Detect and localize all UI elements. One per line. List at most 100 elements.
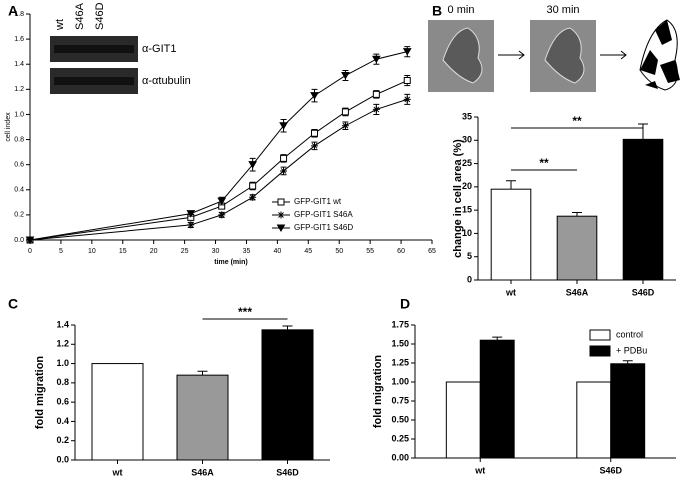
x-tick-label: 65 — [428, 248, 436, 255]
x-tick-label: S46D — [599, 465, 622, 475]
marker — [341, 72, 350, 80]
error-bar — [492, 336, 503, 341]
marker — [402, 48, 412, 56]
bar — [91, 363, 144, 461]
x-tick-label: 50 — [335, 248, 343, 255]
x-tick-label: S46A — [566, 287, 589, 297]
legend-swatch — [589, 345, 611, 357]
significance-label: *** — [238, 305, 252, 319]
y-tick-label: 1.4 — [56, 319, 69, 329]
x-tick-label: S46D — [632, 287, 655, 297]
legend-label: GFP-GIT1 S46D — [294, 223, 353, 232]
marker — [403, 95, 411, 103]
error-bar — [506, 180, 516, 190]
bar — [576, 381, 612, 459]
y-tick-label: 0.6 — [56, 397, 69, 407]
marker — [279, 122, 288, 130]
panel-label: B — [432, 3, 442, 19]
panel-label: D — [400, 296, 410, 312]
y-tick-label: 25 — [462, 158, 472, 168]
y-tick-label: 10 — [462, 228, 472, 238]
legend-marker — [277, 211, 285, 219]
marker — [248, 161, 258, 169]
arrow — [600, 50, 627, 60]
change-silhouette — [640, 20, 680, 89]
marker — [403, 77, 411, 85]
x-tick-label: 10 — [88, 248, 96, 255]
y-tick-label: 0.8 — [56, 377, 69, 387]
error-bar — [282, 325, 293, 330]
y-tick-label: 1.50 — [391, 338, 409, 348]
bar — [490, 188, 532, 281]
bar — [610, 363, 646, 459]
x-tick-label: wt — [474, 465, 485, 475]
legend-label: GFP-GIT1 S46A — [294, 210, 353, 219]
marker — [341, 108, 349, 116]
blot-lane-label: S46D — [94, 2, 106, 30]
significance-label: ** — [572, 114, 582, 128]
bar — [622, 138, 664, 281]
marker — [280, 154, 288, 162]
marker — [372, 90, 380, 98]
blot-band-inner — [54, 77, 134, 85]
marker — [249, 182, 257, 190]
y-tick-label: 0.00 — [391, 452, 409, 462]
x-axis-label: time (min) — [214, 259, 247, 266]
panel-label: C — [8, 296, 18, 312]
y-tick-label: 1.0 — [14, 111, 24, 118]
y-tick-label: 0 — [467, 274, 472, 284]
marker — [372, 105, 380, 113]
marker — [310, 129, 318, 137]
error-bar — [572, 211, 582, 217]
blot-row-label: α-αtubulin — [142, 75, 191, 87]
y-tick-label: 0.6 — [14, 162, 24, 169]
x-tick-label: 55 — [366, 248, 374, 255]
bar — [261, 329, 314, 461]
x-tick-label: 40 — [273, 248, 281, 255]
x-tick-label: wt — [505, 287, 516, 297]
significance-label: ** — [539, 156, 549, 170]
y-tick-label: 1.4 — [14, 61, 24, 68]
y-tick-label: 30 — [462, 135, 472, 145]
marker — [310, 92, 319, 100]
panel-label: A — [8, 3, 18, 19]
y-tick-label: 35 — [462, 111, 472, 121]
y-axis-label: cell index — [5, 112, 12, 142]
y-tick-label: 0.0 — [56, 454, 69, 464]
cell-shape — [442, 27, 483, 84]
x-tick-label: 5 — [59, 248, 63, 255]
marker — [249, 193, 257, 201]
y-tick-label: 0.2 — [56, 435, 69, 445]
y-tick-label: 1.0 — [56, 358, 69, 368]
y-tick-label: 0.4 — [14, 187, 24, 194]
marker — [371, 55, 381, 64]
y-tick-label: 1.8 — [14, 11, 24, 18]
y-tick-label: 0.4 — [56, 416, 69, 426]
x-tick-label: 15 — [119, 248, 127, 255]
error-bar — [622, 360, 633, 364]
y-tick-label: 0.0 — [14, 237, 24, 244]
y-axis-label: fold migration — [372, 355, 384, 429]
y-tick-label: 1.75 — [391, 319, 409, 329]
x-tick-label: S46A — [191, 467, 214, 477]
marker — [217, 197, 227, 206]
y-tick-label: 0.75 — [391, 395, 409, 405]
cell-shape — [544, 27, 585, 84]
y-tick-label: 0.2 — [14, 212, 24, 219]
x-tick-label: 30 — [212, 248, 220, 255]
x-tick-label: 20 — [150, 248, 158, 255]
image-label: 0 min — [448, 4, 475, 16]
legend-label: control — [616, 329, 643, 339]
marker — [25, 236, 35, 244]
legend-marker — [276, 224, 286, 232]
image-label: 30 min — [546, 4, 579, 16]
y-tick-label: 0.8 — [14, 136, 24, 143]
bar — [176, 374, 229, 461]
y-tick-label: 0.50 — [391, 414, 409, 424]
y-tick-label: 1.25 — [391, 357, 409, 367]
x-tick-label: S46D — [276, 467, 299, 477]
marker — [310, 142, 318, 150]
error-bar — [638, 123, 648, 140]
y-tick-label: 1.00 — [391, 376, 409, 386]
